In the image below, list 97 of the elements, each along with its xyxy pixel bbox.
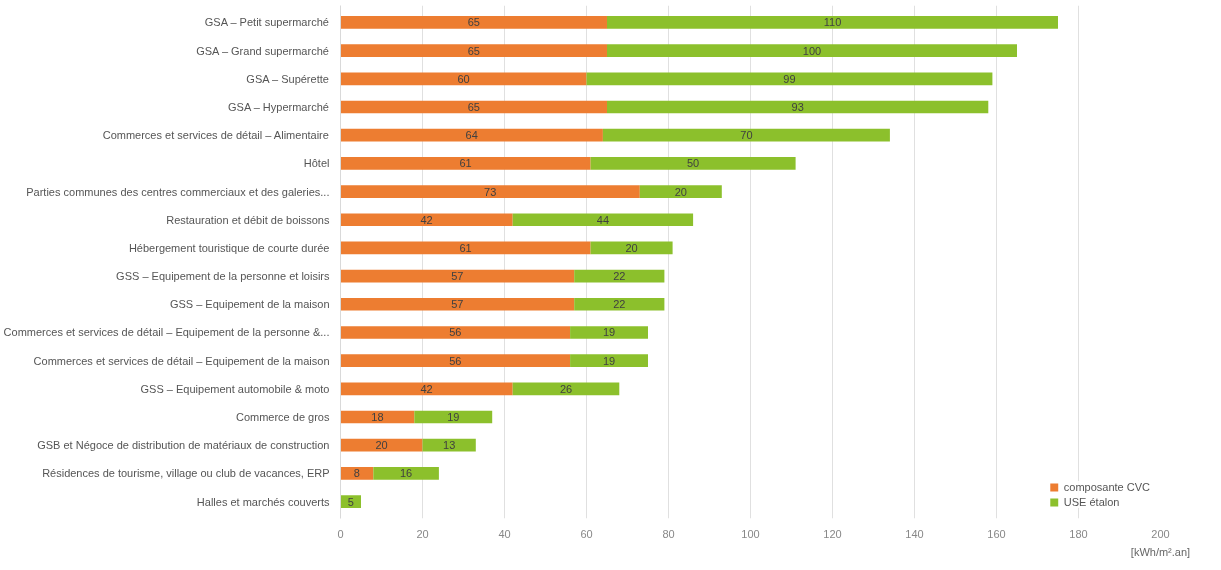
- bar: [512, 382, 620, 396]
- y-tick-label: GSA – Grand supermarché: [196, 44, 329, 57]
- data-label: 64: [465, 129, 478, 142]
- data-label: 18: [371, 411, 384, 424]
- bar: [340, 16, 607, 29]
- data-label: 99: [783, 72, 796, 85]
- data-label: 65: [467, 100, 480, 113]
- data-label: 93: [791, 100, 804, 113]
- y-tick-label: Hébergement touristique de courte durée: [128, 241, 330, 254]
- x-tick-label: 0: [337, 527, 344, 540]
- bar: [570, 326, 648, 339]
- y-tick-label: GSS – Equipement de la maison: [169, 298, 330, 311]
- x-tick-label: 160: [987, 527, 1006, 540]
- bar: [639, 185, 722, 198]
- y-tick-label: GSA – Petit supermarché: [204, 16, 329, 29]
- y-tick-label: Commerces et services de détail – Equipement de la maison: [33, 354, 330, 367]
- bar: [574, 297, 665, 311]
- data-label: 65: [467, 16, 480, 29]
- data-label: 13: [443, 439, 456, 452]
- y-tick-label: GSA – Supérette: [246, 72, 329, 85]
- data-label: 56: [449, 354, 462, 367]
- bar: [340, 438, 423, 452]
- bar: [340, 241, 591, 255]
- data-label: 42: [420, 382, 433, 395]
- bar: [340, 354, 571, 367]
- data-label: 8: [353, 467, 360, 480]
- data-label: 20: [674, 185, 687, 198]
- bar: [340, 128, 603, 142]
- bar: [340, 297, 575, 311]
- data-label: 57: [451, 270, 464, 283]
- y-tick-label: GSS – Equipement automobile & moto: [140, 382, 330, 395]
- bar: [340, 326, 571, 339]
- data-label: 100: [802, 44, 822, 57]
- bar: [607, 44, 1017, 57]
- y-tick-label: Commerce de gros: [235, 411, 330, 424]
- bar: [586, 72, 993, 86]
- data-label: 20: [375, 439, 388, 452]
- y-tick-label: Parties communes des centres commerciaux et des galeries...: [26, 185, 330, 198]
- y-tick-label: Restauration et débit de boissons: [166, 213, 330, 226]
- data-label: 73: [484, 185, 497, 198]
- bar: [590, 157, 796, 170]
- y-tick-label: Résidences de tourisme, village ou club de vacances, ERP: [42, 467, 330, 480]
- legend-label: composante CVC: [1063, 481, 1150, 493]
- data-label: 16: [399, 467, 413, 480]
- x-tick-label: 60: [580, 527, 593, 540]
- y-tick-label: Commerces et services de détail – Equipement de la personne &...: [3, 326, 330, 339]
- legend-label: USE étalon: [1063, 496, 1120, 508]
- bar: [340, 157, 591, 170]
- data-label: 19: [602, 354, 616, 367]
- y-tick-label: GSS – Equipement de la personne et loisirs: [116, 270, 330, 283]
- x-tick-label: 20: [416, 527, 429, 540]
- data-label: 19: [602, 326, 616, 339]
- bar: [340, 100, 607, 114]
- x-tick-label: 120: [823, 527, 842, 540]
- bar: [340, 185, 640, 198]
- data-label: 20: [625, 241, 638, 254]
- bar: [340, 44, 607, 57]
- data-label: 57: [451, 298, 464, 311]
- y-tick-label: GSA – Hypermarché: [228, 100, 329, 113]
- data-label: 61: [459, 241, 472, 254]
- data-label: 26: [559, 382, 573, 395]
- y-tick-label: Hôtel: [303, 157, 330, 170]
- bar: [340, 382, 513, 396]
- data-label: 5: [347, 495, 354, 508]
- y-tick-label: GSB et Négoce de distribution de matériaux de construction: [37, 439, 330, 452]
- data-label: 60: [457, 72, 470, 85]
- data-label: 44: [596, 213, 610, 226]
- data-label: 61: [459, 157, 472, 170]
- data-label: 50: [686, 157, 700, 170]
- x-tick-label: 40: [498, 527, 511, 540]
- bar: [607, 100, 989, 114]
- y-tick-label: Commerces et services de détail – Alimentaire: [102, 129, 329, 142]
- bar: [340, 269, 575, 283]
- data-label: 110: [823, 16, 842, 29]
- x-tick-label: 100: [741, 527, 760, 540]
- x-axis-title: [kWh/m².an]: [1130, 545, 1191, 558]
- data-label: 65: [467, 44, 480, 57]
- bar: [570, 354, 648, 367]
- bar: [607, 16, 1058, 29]
- bar: [512, 213, 694, 227]
- bar: [340, 72, 587, 86]
- bar: [373, 467, 439, 480]
- bar: [422, 438, 476, 452]
- data-label: 19: [447, 411, 460, 424]
- data-label: 22: [613, 298, 626, 311]
- bar: [602, 128, 890, 142]
- x-tick-label: 180: [1069, 527, 1088, 540]
- x-tick-label: 140: [905, 527, 924, 540]
- bar: [340, 213, 513, 227]
- data-label: 56: [449, 326, 462, 339]
- data-label: 70: [740, 129, 753, 142]
- y-tick-label: Halles et marchés couverts: [196, 495, 330, 508]
- data-label: 42: [420, 213, 433, 226]
- bar: [340, 467, 374, 480]
- x-tick-label: 200: [1151, 527, 1170, 540]
- data-label: 22: [613, 270, 626, 283]
- x-tick-label: 80: [662, 527, 675, 540]
